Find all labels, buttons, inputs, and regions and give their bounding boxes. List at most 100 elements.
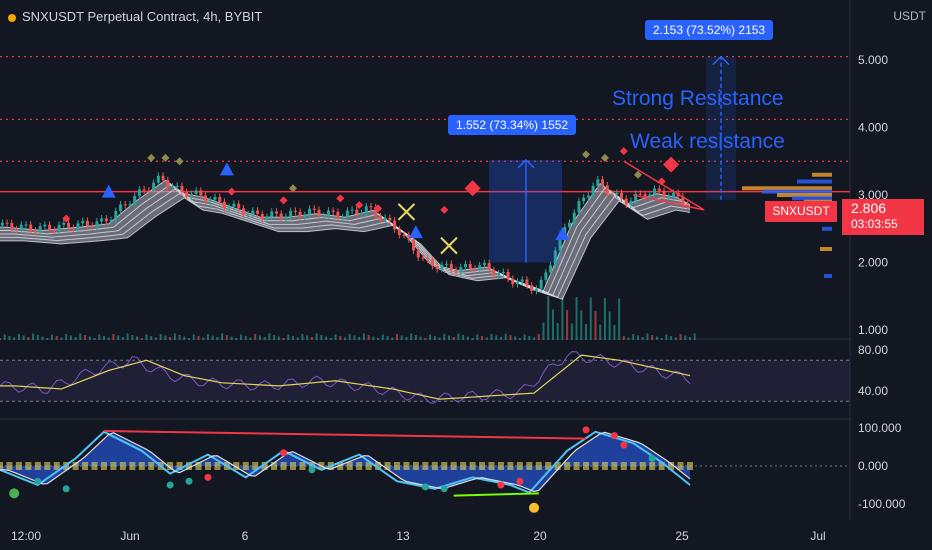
volume-bar <box>164 335 167 340</box>
osc-mid-bar <box>630 462 637 470</box>
volume-bar <box>362 333 365 340</box>
diamond-marker <box>582 150 591 159</box>
osc-dot <box>497 481 505 489</box>
triangle-marker <box>555 227 570 241</box>
diamond-marker <box>663 156 680 173</box>
candle-body <box>95 221 99 228</box>
volume-bar <box>405 337 408 340</box>
volume-bar <box>381 334 384 340</box>
volume-bar <box>136 336 139 340</box>
osc-dot <box>516 477 524 485</box>
price-axis[interactable]: 5.000 4.000 3.000 2.000 1.000 80.00 40.00 100.0… <box>858 53 906 511</box>
osc-mid-bar <box>611 462 618 470</box>
volume-bar <box>481 336 484 340</box>
candle-body <box>511 278 515 285</box>
osc-mid-bar <box>450 462 457 470</box>
candle-body <box>90 225 94 228</box>
candle-body <box>279 213 283 219</box>
diamond-marker <box>147 153 156 162</box>
candle-body <box>119 204 123 212</box>
osc-mid-bar <box>0 462 3 470</box>
volume-bar <box>433 336 436 340</box>
candle-body <box>563 227 567 235</box>
osc-dot <box>440 485 448 493</box>
candle-body <box>284 216 288 219</box>
oscillator-pane <box>0 426 850 513</box>
diamond-marker <box>227 187 236 196</box>
volume-bar <box>50 334 53 340</box>
candle-body <box>360 213 364 215</box>
osc-mid-bar <box>592 462 599 470</box>
volume-bar <box>178 335 181 340</box>
candle-body <box>369 206 373 208</box>
last-price-value: 2.806 <box>851 200 887 216</box>
candle-body <box>317 209 321 217</box>
volume-bar <box>339 336 342 340</box>
chart-title[interactable]: SNXUSDT Perpetual Contract, 4h, BYBIT <box>8 9 262 24</box>
candle-body <box>378 216 382 221</box>
osc-mid-bar <box>488 462 495 470</box>
volume-profile-bar <box>820 247 832 251</box>
osc-mid-bar <box>620 462 627 470</box>
candle-body <box>185 191 189 197</box>
candle-body <box>232 203 236 207</box>
candle-body <box>591 185 595 196</box>
candle-body <box>601 179 605 186</box>
volume-bar <box>192 334 195 340</box>
osc-area <box>0 432 690 492</box>
volume-bar <box>566 310 569 340</box>
candle-body <box>308 208 312 215</box>
osc-mid-bar <box>53 462 60 470</box>
volume-bar <box>641 337 644 340</box>
candle-body <box>610 193 614 195</box>
diamond-marker <box>440 205 449 214</box>
candle-body <box>10 223 14 230</box>
candle-body <box>516 281 519 285</box>
candle-body <box>152 182 156 191</box>
candle-body <box>393 220 397 230</box>
osc-mid-bar <box>422 462 429 470</box>
volume-bar <box>447 335 450 340</box>
candle-body <box>667 196 671 198</box>
measurement-label-2: 2.153 (73.52%) 2153 <box>645 20 774 40</box>
x-marker <box>397 203 416 221</box>
candle-body <box>341 217 345 219</box>
time-tick: 12:00 <box>11 529 41 543</box>
candle-body <box>530 285 534 292</box>
osc-dot <box>185 477 193 485</box>
candle-body <box>383 217 387 221</box>
volume-bar <box>424 338 427 340</box>
osc-mid-bar <box>412 462 419 470</box>
time-axis[interactable]: 12:00 Jun 6 13 20 25 Jul <box>11 529 826 543</box>
osc-dot <box>421 483 429 491</box>
volume-bar <box>348 334 351 340</box>
candle-body <box>312 208 316 210</box>
osc-mid-bar <box>516 462 523 470</box>
candle-body <box>67 222 71 228</box>
candle-body <box>634 193 638 201</box>
time-tick: Jul <box>810 529 825 543</box>
candle-body <box>331 210 335 212</box>
volume-bar <box>277 336 280 340</box>
osc-mid-bar <box>639 462 646 470</box>
candle-body <box>497 273 501 276</box>
osc-mid-bar <box>441 462 448 470</box>
diamond-marker <box>619 147 628 156</box>
exchange-dot-icon <box>8 13 16 22</box>
time-tick: 20 <box>533 529 547 543</box>
candle-body <box>440 264 444 269</box>
volume-bar <box>637 335 640 340</box>
volume-bar <box>65 334 68 340</box>
diamond-marker <box>62 214 71 223</box>
candle-body <box>71 227 75 230</box>
volume-bar <box>93 338 96 340</box>
osc-mid-bar <box>167 462 174 470</box>
volume-bar <box>674 337 677 340</box>
volume-bar <box>551 309 554 340</box>
volume-profile-bar <box>797 179 832 184</box>
volume-bar <box>400 335 403 340</box>
candle-body <box>539 279 543 289</box>
volume-bar <box>235 338 238 340</box>
volume-bar <box>684 335 687 340</box>
